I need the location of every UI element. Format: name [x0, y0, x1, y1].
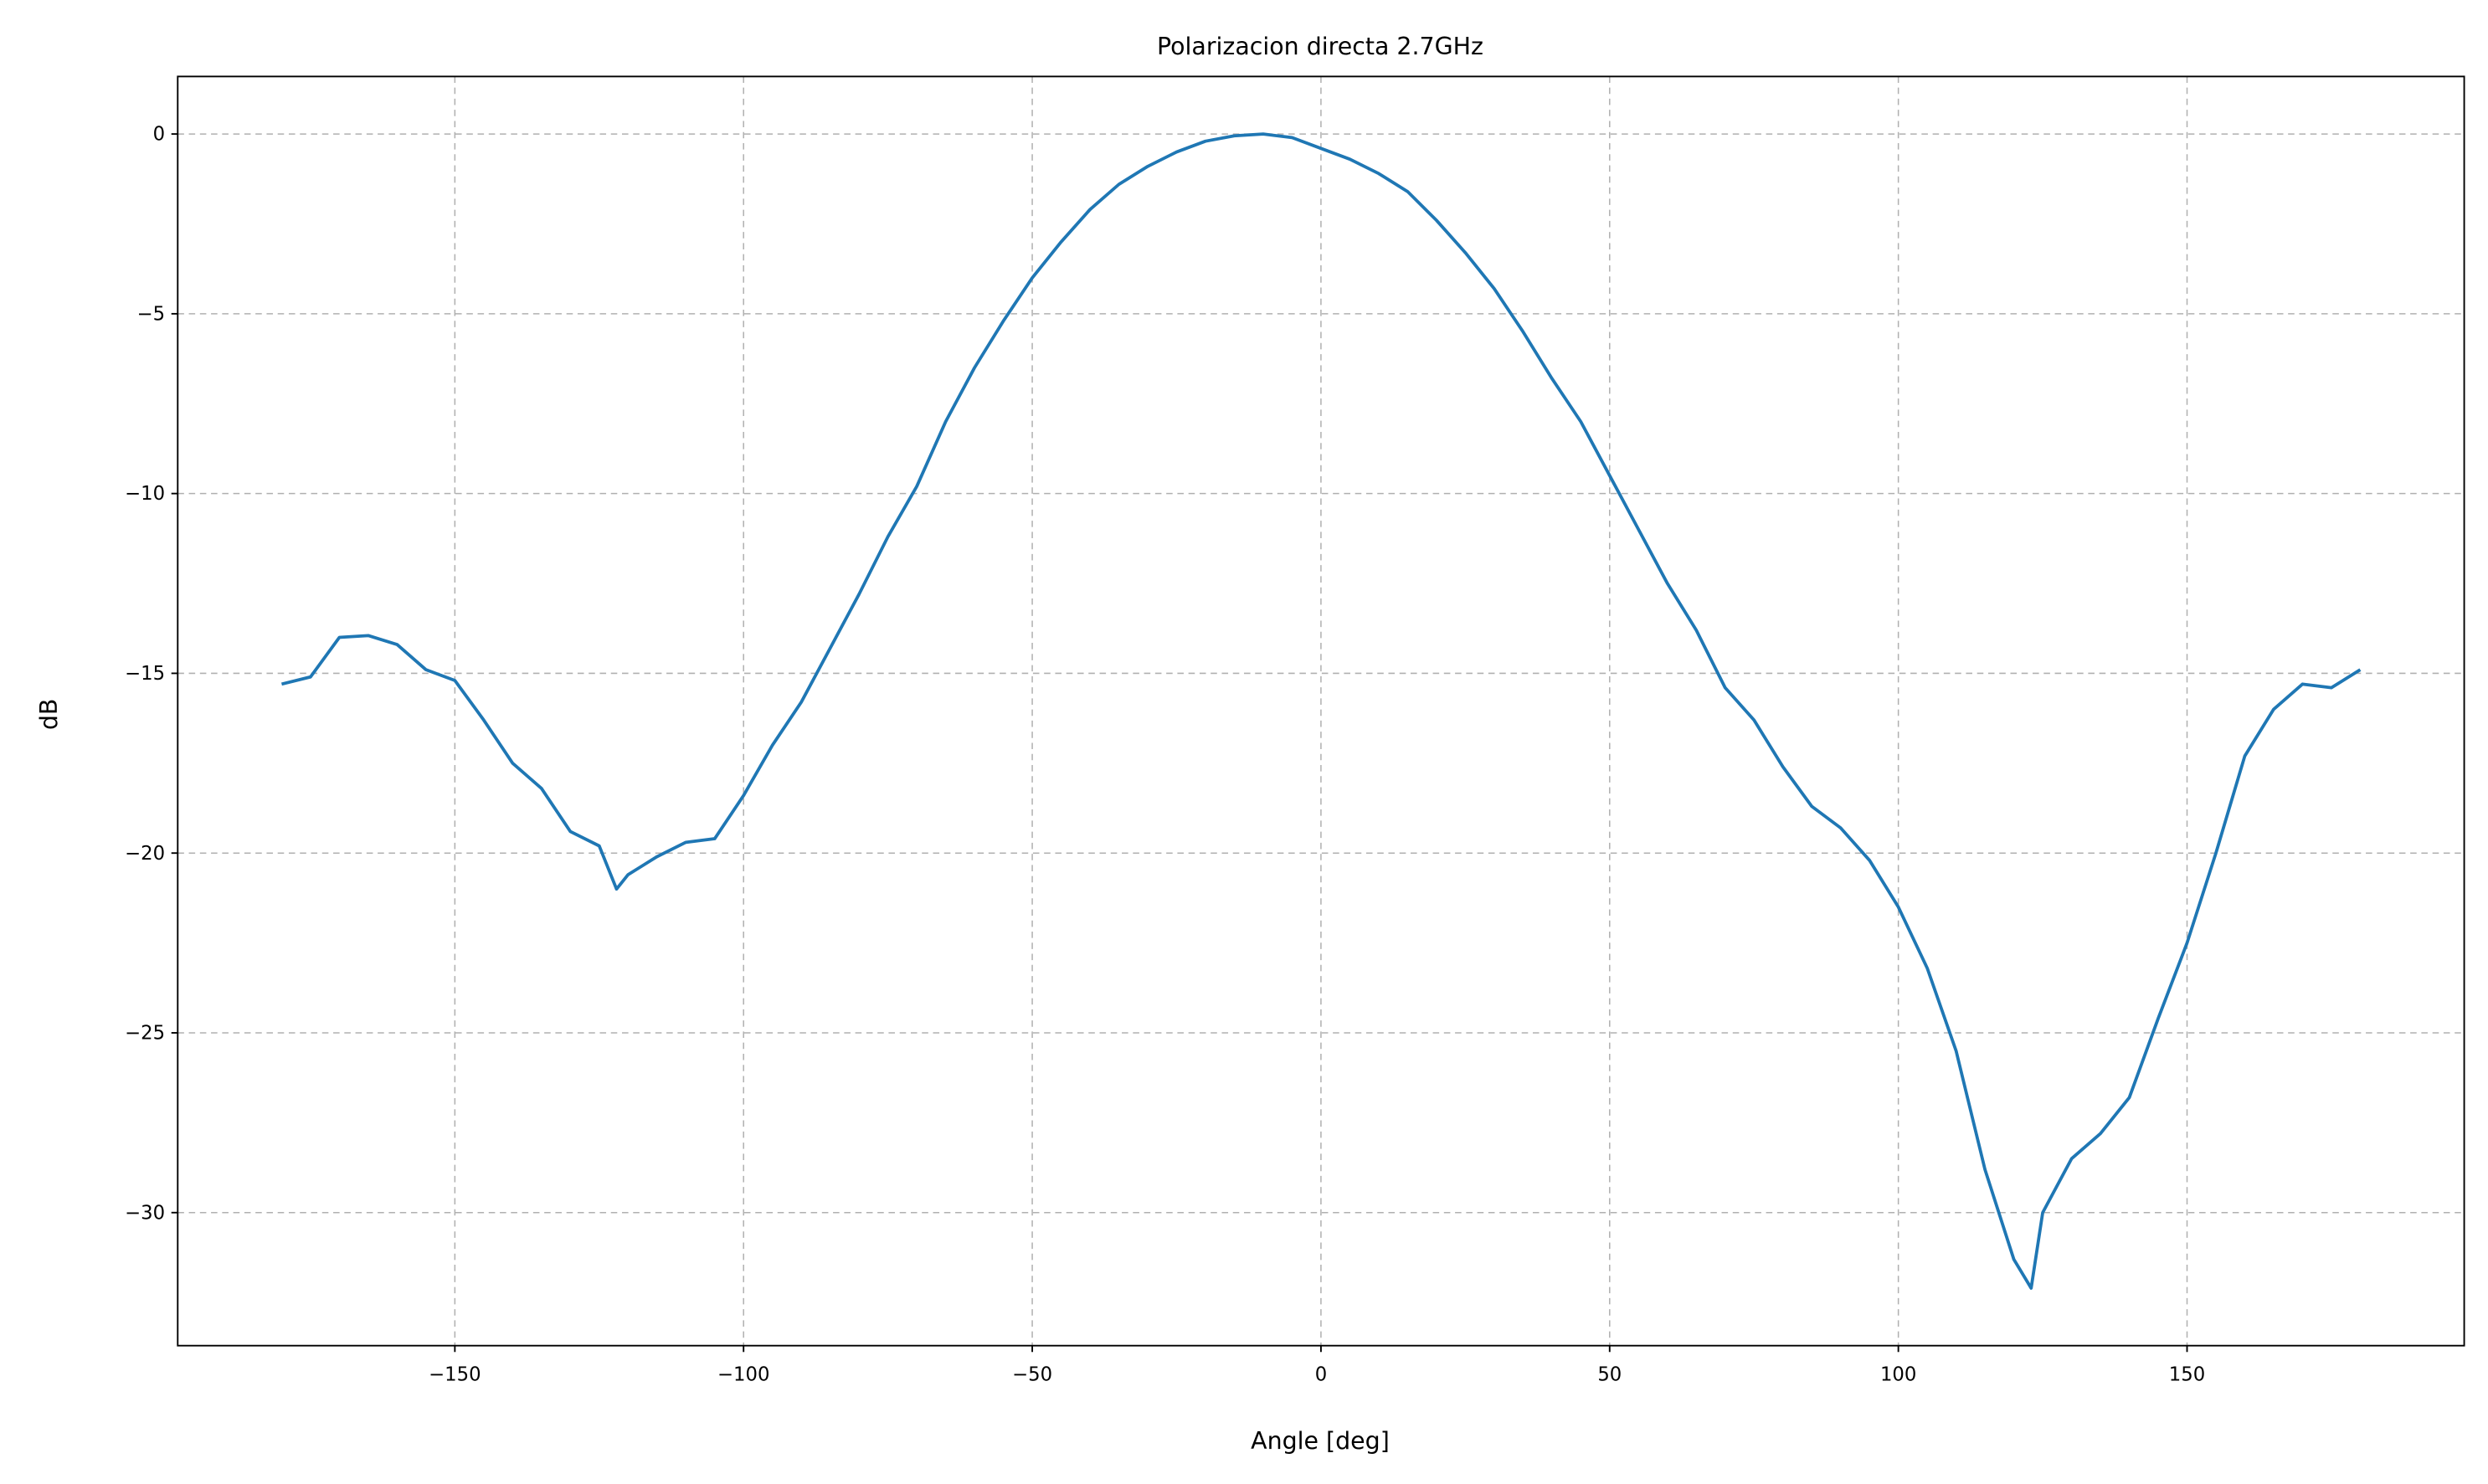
y-tick-label: −30	[125, 1202, 165, 1224]
x-axis-label: Angle [deg]	[1251, 1427, 1390, 1455]
x-tick-label: −150	[429, 1363, 481, 1385]
x-tick-label: −100	[717, 1363, 769, 1385]
plot-frame	[177, 75, 2465, 1347]
x-tick-label: 50	[1597, 1363, 1622, 1385]
y-axis-label: dB	[35, 699, 63, 731]
y-tick-label: −10	[125, 483, 165, 505]
y-tick-label: −5	[137, 303, 166, 325]
data-line	[280, 132, 2362, 1290]
x-tick-label: 150	[2169, 1363, 2205, 1385]
y-tick-label: −25	[125, 1023, 165, 1045]
y-tick-label: 0	[153, 124, 165, 146]
x-tick-label: −50	[1012, 1363, 1052, 1385]
y-tick-label: −15	[125, 663, 165, 685]
x-tick-label: 100	[1880, 1363, 1916, 1385]
x-tick-label: 0	[1315, 1363, 1327, 1385]
chart-title: Polarizacion directa 2.7GHz	[1157, 33, 1483, 60]
y-tick-label: −20	[125, 843, 165, 865]
